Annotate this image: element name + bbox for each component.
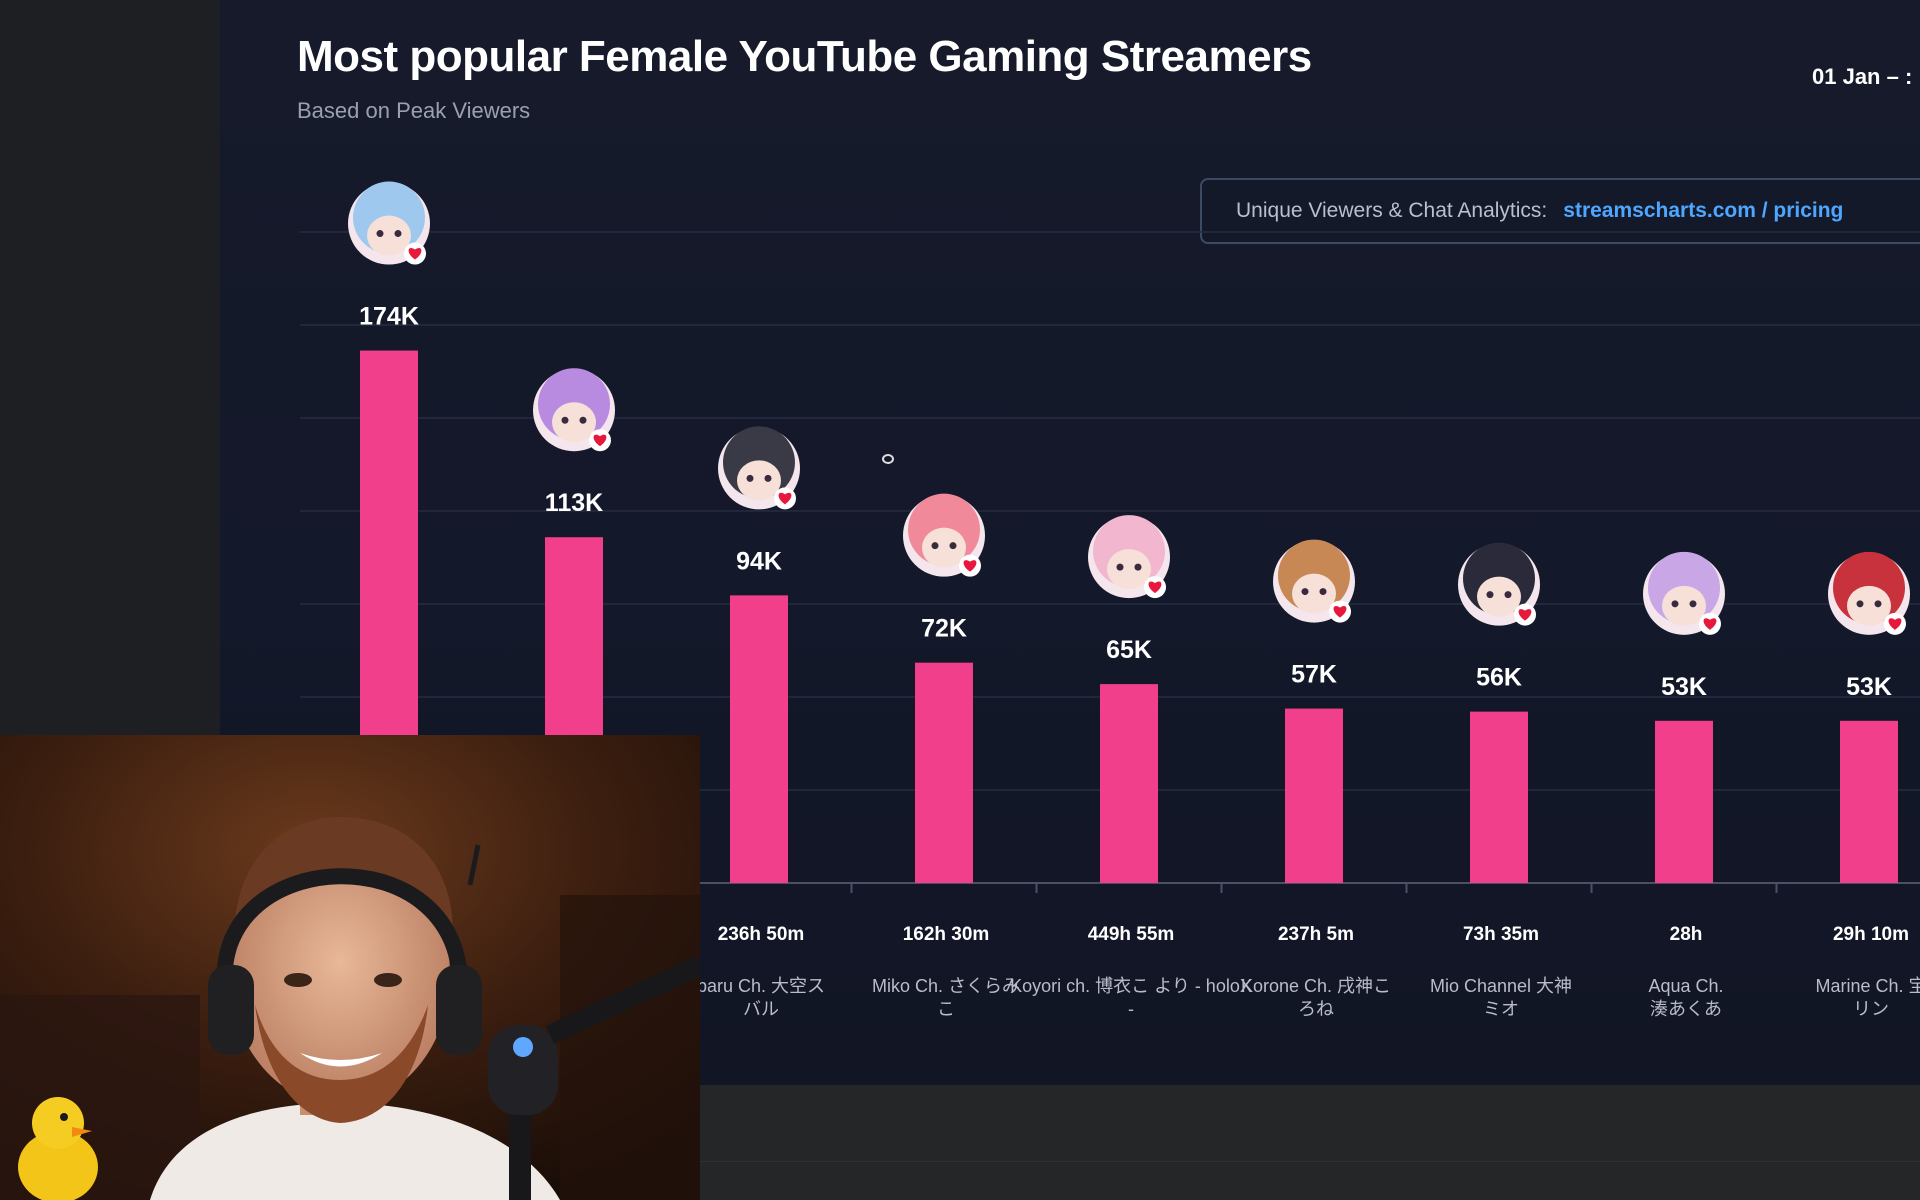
plush-toy-icon — [18, 1097, 98, 1200]
webcam-overlay — [0, 735, 700, 1200]
bar — [730, 595, 788, 883]
value-label: 53K — [1661, 673, 1707, 701]
mouse-cursor-icon — [882, 454, 894, 464]
hours-label: 73h 35m — [1463, 924, 1539, 945]
right-eye — [374, 973, 402, 987]
microphone-icon — [488, 955, 700, 1200]
bottom-background-strip — [700, 1085, 1920, 1200]
black-hair-avatar-icon — [1458, 542, 1540, 626]
headset-icon — [208, 844, 482, 1055]
red-hair-avatar-icon — [1828, 551, 1910, 635]
chart-title: Most popular Female YouTube Gaming Strea… — [297, 32, 1312, 81]
bar — [1285, 708, 1343, 883]
blue-hair-avatar-icon — [348, 181, 430, 265]
category-label: Koyori ch. 博衣こ より - holoX - — [1010, 976, 1252, 1019]
category-label: Korone Ch. 戌神ころね — [1241, 976, 1391, 1019]
analytics-banner[interactable]: Unique Viewers & Chat Analytics: streams… — [1200, 178, 1920, 244]
lavender-hair-avatar-icon — [1643, 551, 1725, 635]
value-label: 94K — [736, 547, 782, 575]
hours-label: 162h 30m — [903, 924, 990, 945]
brown-hair-avatar-icon — [1273, 539, 1355, 623]
category-label: baru Ch. 大空スバル — [697, 976, 825, 1019]
smile — [300, 1053, 382, 1067]
value-label: 113K — [545, 489, 603, 517]
hours-label: 29h 10m — [1833, 924, 1909, 945]
webcam-feed — [0, 735, 700, 1200]
bar — [915, 662, 973, 883]
value-label: 65K — [1106, 636, 1152, 664]
date-range: 01 Jan – : — [1812, 64, 1913, 89]
avatars — [348, 181, 1910, 635]
category-label: Marine Ch. 宝リン — [1815, 976, 1920, 1019]
analytics-label: Unique Viewers & Chat Analytics: — [1236, 199, 1548, 222]
hours-label: 237h 5m — [1278, 924, 1354, 945]
purple-hair-avatar-icon — [533, 368, 615, 452]
left-eye — [284, 973, 312, 987]
wall-shadow — [560, 895, 700, 1200]
hours-label: 236h 50m — [718, 924, 805, 945]
dark-hair-avatar-icon — [718, 426, 800, 510]
chart-subtitle: Based on Peak Viewers — [297, 98, 531, 123]
category-label: Mio Channel 大神ミオ — [1430, 976, 1572, 1019]
light-pink-hair-avatar-icon — [1088, 515, 1170, 599]
value-label: 57K — [1291, 661, 1337, 689]
bar — [1655, 720, 1713, 883]
shirt — [150, 1102, 560, 1200]
bar — [1470, 711, 1528, 883]
x-category-labels: 236h 50m baru Ch. 大空スバル 162h 30m Miko Ch. さ… — [697, 924, 1920, 1019]
value-label: 174K — [359, 303, 419, 331]
hair — [234, 816, 453, 950]
value-labels: 174K 113K 94K 72K 65K 57K 56K 53K 53K — [359, 303, 1892, 701]
face — [230, 845, 450, 1105]
beard — [255, 1005, 428, 1123]
value-label: 53K — [1846, 673, 1892, 701]
category-label: Miko Ch. さくらみこ — [872, 976, 1020, 1019]
bar — [1840, 720, 1898, 883]
value-label: 56K — [1476, 664, 1522, 692]
analytics-link[interactable]: streamscharts.com / pricing — [1563, 199, 1844, 222]
bar — [1100, 684, 1158, 883]
value-label: 72K — [921, 615, 967, 643]
hours-label: 28h — [1670, 924, 1703, 945]
pink-hair-avatar-icon — [903, 493, 985, 577]
category-label: Aqua Ch.湊あくあ — [1648, 976, 1723, 1019]
hours-label: 449h 55m — [1088, 924, 1175, 945]
